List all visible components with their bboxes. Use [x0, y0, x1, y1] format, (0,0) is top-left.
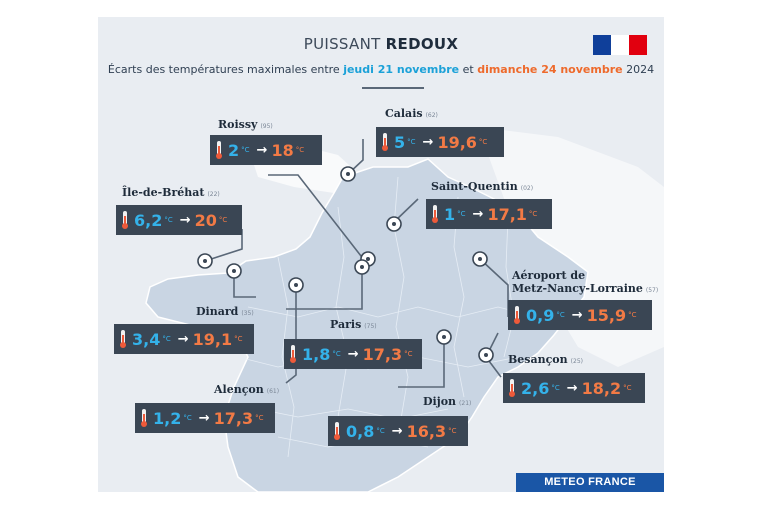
temp-min: 2,6 [521, 378, 550, 398]
temp-max: 17,1 [487, 204, 527, 224]
thermometer-icon [122, 211, 128, 229]
title-divider [362, 87, 424, 89]
page-subtitle: Écarts des températures maximales entre … [98, 63, 664, 76]
station-label-roissy: Roissy (95) [218, 118, 273, 131]
temp-box-besancon: 2,6 °C → 18,2 °C [503, 373, 645, 403]
station-label-metz: Aéroport de Metz-Nancy-Lorraine (57) [512, 269, 659, 295]
temp-min: 3,4 [132, 329, 161, 349]
temp-min: 1,2 [153, 408, 182, 428]
unit: °C [295, 146, 305, 154]
arrow-icon: → [179, 212, 191, 228]
temp-max: 18,2 [581, 378, 622, 398]
arrow-icon: → [566, 380, 578, 396]
temp-max: 19,1 [192, 329, 233, 349]
unit: °C [457, 210, 466, 218]
thermometer-icon [216, 141, 222, 159]
thermometer-icon [514, 306, 520, 324]
temp-max: 19,6 [437, 132, 477, 152]
temp-max: 20 [194, 210, 217, 230]
temp-min: 2 [228, 140, 240, 160]
temp-min: 0,9 [526, 305, 555, 325]
temp-max: 15,9 [586, 305, 627, 325]
leader-roissy [268, 174, 369, 266]
unit: °C [332, 350, 341, 358]
unit: °C [448, 427, 457, 435]
thermometer-icon [509, 379, 515, 397]
temp-min: 1,8 [302, 344, 331, 364]
subtitle-pre: Écarts des températures maximales entre [107, 63, 340, 76]
unit: °C [556, 311, 565, 319]
thermometer-icon [120, 330, 126, 348]
unit: °C [162, 335, 171, 343]
temp-box-alencon: 1,2 °C → 17,3 °C [135, 403, 275, 433]
temp-max: 17,3 [213, 408, 254, 428]
title-bold: REDOUX [385, 35, 459, 53]
unit: °C [234, 335, 243, 343]
arrow-icon: → [256, 142, 268, 158]
unit: °C [551, 384, 560, 392]
station-label-dinard: Dinard (35) [196, 305, 254, 318]
thermometer-icon [432, 205, 438, 223]
temp-box-brehat: 6,2 °C → 20 °C [116, 205, 242, 235]
flag-icon [593, 35, 647, 55]
unit: °C [255, 414, 264, 422]
temp-min: 1 [444, 204, 456, 224]
temp-box-paris: 1,8 °C → 17,3 °C [284, 339, 422, 369]
station-label-saint-quentin: Saint-Quentin (02) [431, 180, 534, 193]
unit: °C [218, 216, 228, 224]
leader-alencon [285, 285, 297, 384]
temp-min: 5 [394, 132, 406, 152]
thermometer-icon [290, 345, 296, 363]
station-label-besancon: Besançon (25) [508, 353, 583, 366]
temp-box-calais: 5 °C → 19,6 °C [376, 127, 504, 157]
station-label-dijon: Dijon (21) [423, 395, 472, 408]
temp-box-saint-quentin: 1 °C → 17,1 °C [426, 199, 552, 229]
page-title: PUISSANT REDOUX [98, 35, 664, 53]
unit: °C [407, 138, 416, 146]
unit: °C [376, 427, 385, 435]
meteo-france-logo: METEO FRANCE [516, 473, 664, 492]
station-label-calais: Calais (62) [385, 107, 438, 120]
arrow-icon: → [347, 346, 359, 362]
station-label-alencon: Alençon (61) [214, 383, 280, 396]
temp-min: 0,8 [346, 421, 375, 441]
temp-max: 18 [271, 140, 294, 160]
arrow-icon: → [422, 134, 434, 150]
unit: °C [628, 311, 637, 319]
temp-box-metz: 0,9 °C → 15,9 °C [508, 300, 652, 330]
thermometer-icon [141, 409, 147, 427]
temp-box-dinard: 3,4 °C → 19,1 °C [114, 324, 254, 354]
leader-brehat [204, 229, 243, 262]
arrow-icon: → [571, 307, 583, 323]
temp-max: 17,3 [362, 344, 403, 364]
thermometer-icon [382, 133, 388, 151]
title-light: PUISSANT [303, 35, 381, 53]
unit: °C [404, 350, 413, 358]
subtitle-mid: et [462, 63, 474, 76]
marker-dots [203, 172, 488, 357]
unit: °C [478, 138, 488, 146]
leader-dijon [398, 337, 445, 388]
temp-max: 16,3 [406, 421, 447, 441]
arrow-icon: → [472, 206, 484, 222]
station-label-paris: Paris (75) [330, 318, 377, 331]
temp-box-dijon: 0,8 °C → 16,3 °C [328, 416, 468, 446]
leader-paris [286, 267, 363, 310]
arrow-icon: → [391, 423, 403, 439]
subtitle-year: 2024 [626, 63, 655, 76]
subtitle-date-end: dimanche 24 novembre [477, 63, 623, 76]
temp-min: 6,2 [134, 210, 163, 230]
station-label-brehat: Île-de-Bréhat (22) [122, 186, 220, 199]
map-card: PUISSANT REDOUX Écarts des températures … [98, 17, 664, 492]
thermometer-icon [334, 422, 340, 440]
arrow-icon: → [177, 331, 189, 347]
arrow-icon: → [198, 410, 210, 426]
unit: °C [164, 216, 173, 224]
unit: °C [528, 210, 538, 218]
unit: °C [241, 146, 250, 154]
temp-box-roissy: 2 °C → 18 °C [210, 135, 322, 165]
unit: °C [183, 414, 192, 422]
subtitle-date-start: jeudi 21 novembre [343, 63, 460, 76]
unit: °C [623, 384, 632, 392]
